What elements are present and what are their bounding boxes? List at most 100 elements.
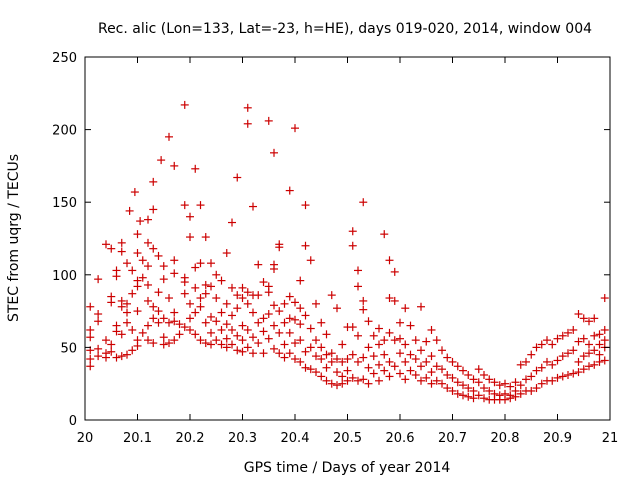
data-point	[264, 310, 273, 319]
data-point	[144, 336, 152, 345]
x-tick-label: 20.8	[491, 431, 520, 446]
data-point	[201, 318, 210, 327]
data-point	[201, 339, 210, 348]
data-point	[107, 298, 116, 307]
data-point	[600, 336, 609, 345]
data-point	[117, 302, 126, 311]
data-point	[207, 259, 215, 268]
data-point	[296, 336, 305, 345]
data-point	[222, 299, 231, 308]
data-point	[385, 328, 394, 337]
x-tick-label: 20.6	[386, 431, 415, 446]
data-point	[249, 333, 257, 342]
data-point	[238, 336, 247, 345]
data-point	[564, 328, 572, 337]
data-point	[191, 164, 200, 173]
data-point	[396, 318, 404, 327]
data-point	[532, 343, 541, 352]
data-point	[112, 353, 121, 362]
data-point	[453, 378, 462, 387]
data-point	[165, 339, 173, 348]
data-point	[254, 318, 263, 327]
data-point	[348, 373, 357, 382]
data-point	[548, 340, 557, 349]
data-point	[212, 336, 221, 345]
data-point	[159, 314, 168, 323]
data-point	[359, 375, 368, 384]
x-tick-label: 20	[77, 431, 94, 446]
data-point	[380, 336, 389, 345]
data-point	[354, 357, 362, 366]
data-point	[291, 355, 299, 364]
data-point	[264, 334, 273, 343]
data-point	[138, 256, 147, 265]
data-point	[117, 330, 126, 339]
data-point	[306, 324, 315, 333]
data-point	[553, 356, 562, 365]
data-point	[527, 372, 536, 381]
data-point	[459, 381, 467, 390]
data-point	[138, 328, 147, 337]
data-point	[595, 330, 604, 339]
data-point	[186, 212, 194, 221]
data-point	[411, 336, 420, 345]
data-point	[175, 330, 184, 339]
data-point	[411, 355, 420, 364]
data-point	[285, 292, 294, 301]
data-point	[553, 373, 562, 382]
data-point	[275, 243, 284, 252]
data-point	[123, 259, 131, 268]
data-point	[94, 352, 103, 361]
data-point	[406, 350, 415, 359]
data-point	[574, 337, 583, 346]
data-point	[322, 363, 331, 372]
data-point	[228, 311, 236, 320]
data-point	[396, 369, 404, 378]
data-point	[128, 289, 137, 298]
x-tick-label: 21	[602, 431, 619, 446]
data-point	[590, 331, 599, 340]
data-point	[516, 381, 525, 390]
data-point	[222, 334, 231, 343]
data-point	[333, 304, 341, 313]
data-point	[543, 357, 551, 366]
data-point	[590, 360, 599, 369]
data-point	[301, 347, 310, 356]
data-point	[348, 350, 357, 359]
data-point	[600, 325, 609, 334]
data-point	[390, 296, 399, 305]
data-point	[558, 352, 567, 361]
data-point	[94, 344, 103, 353]
data-point	[243, 325, 252, 334]
x-tick-label: 20.3	[228, 431, 257, 446]
data-point	[406, 366, 415, 375]
data-point	[459, 391, 467, 400]
data-point	[306, 343, 315, 352]
data-point	[396, 349, 404, 358]
data-point	[117, 247, 126, 256]
data-point	[254, 260, 263, 269]
data-point	[354, 331, 362, 340]
data-point	[138, 273, 147, 282]
data-point	[327, 349, 336, 358]
data-point	[317, 355, 326, 364]
data-point	[123, 350, 131, 359]
data-point	[170, 256, 179, 265]
y-tick-label: 250	[52, 51, 77, 66]
data-point	[301, 363, 310, 372]
data-point	[432, 336, 441, 345]
y-tick-label: 200	[52, 124, 77, 139]
data-point	[212, 294, 221, 303]
data-point	[548, 376, 557, 385]
data-point	[159, 262, 168, 271]
data-point	[222, 320, 231, 329]
data-point	[532, 366, 541, 375]
data-point	[480, 394, 488, 403]
data-point	[443, 384, 452, 393]
data-point	[243, 299, 252, 308]
data-point	[516, 360, 525, 369]
data-point	[343, 366, 352, 375]
data-point	[569, 369, 578, 378]
data-point	[369, 369, 378, 378]
